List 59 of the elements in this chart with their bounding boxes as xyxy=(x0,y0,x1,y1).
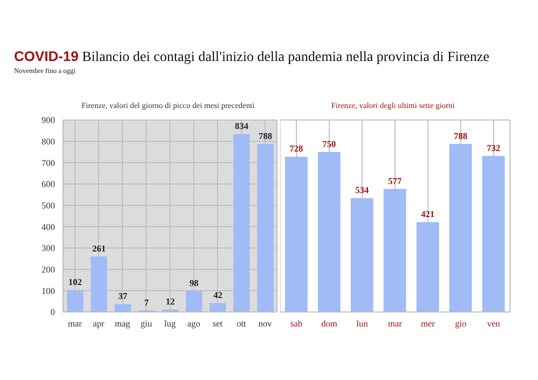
y-tick-label: 600 xyxy=(42,179,56,190)
bar xyxy=(350,198,374,312)
y-tick-label: 400 xyxy=(42,222,56,232)
bar xyxy=(67,290,84,312)
x-tick-label: dom xyxy=(321,318,338,328)
y-tick-label: 300 xyxy=(42,243,56,254)
bar xyxy=(449,144,472,312)
y-tick-label: 100 xyxy=(42,286,56,296)
y-tick-label: 700 xyxy=(42,158,56,168)
y-tick-label: 0 xyxy=(50,307,56,318)
data-label: 728 xyxy=(290,144,304,154)
x-tick-label: giu xyxy=(140,318,152,328)
data-label: 834 xyxy=(234,121,249,132)
x-tick-label: ott xyxy=(236,318,247,328)
data-label: 37 xyxy=(118,291,128,302)
x-tick-label: mag xyxy=(114,318,131,328)
y-tick-label: 800 xyxy=(42,136,56,147)
bar xyxy=(482,156,505,312)
x-tick-label: gio xyxy=(454,318,467,328)
x-tick-label: nov xyxy=(258,318,272,328)
x-tick-label: mer xyxy=(420,318,435,328)
x-tick-label: lun xyxy=(356,318,368,328)
y-tick-label: 200 xyxy=(42,264,56,275)
x-tick-label: mar xyxy=(388,318,402,328)
data-label: 732 xyxy=(486,142,501,153)
x-tick-label: ven xyxy=(487,318,501,328)
data-label: 102 xyxy=(68,277,82,288)
data-label: 577 xyxy=(388,176,402,186)
bar xyxy=(318,152,340,312)
y-tick-label: 500 xyxy=(42,200,56,211)
x-tick-label: lug xyxy=(164,318,176,328)
y-tick-label: 900 xyxy=(42,115,56,126)
bar xyxy=(186,291,202,312)
data-label: 788 xyxy=(454,130,468,141)
bar xyxy=(90,256,108,312)
data-label: 261 xyxy=(92,243,106,254)
bar xyxy=(285,156,308,312)
bar xyxy=(257,144,274,312)
data-label: 421 xyxy=(420,209,435,220)
data-label: 98 xyxy=(190,278,200,288)
data-label: 7 xyxy=(144,298,150,308)
data-label: 12 xyxy=(166,296,176,306)
bar xyxy=(210,303,226,312)
x-tick-label: apr xyxy=(92,318,104,328)
bar xyxy=(384,188,406,312)
bar xyxy=(416,222,440,312)
x-tick-label: sab xyxy=(290,318,303,328)
chart-title: COVID-19 Bilancio dei contagi dall'inizio della pandemia nella provincia di Firenze xyxy=(14,48,490,66)
text: Firenze, valori del giorno di picco dei mesi precedenti xyxy=(80,101,256,110)
text: Firenze, valori degli ultimi sette giorni xyxy=(330,101,456,110)
x-tick-label: mar xyxy=(68,318,82,328)
bar xyxy=(233,134,250,312)
x-tick-label: ago xyxy=(187,318,201,328)
data-label: 42 xyxy=(213,290,223,300)
data-label: 750 xyxy=(322,139,336,149)
x-tick-label: set xyxy=(212,318,224,328)
bar xyxy=(114,304,131,312)
data-label: 534 xyxy=(355,185,370,196)
data-label: 788 xyxy=(258,130,273,141)
